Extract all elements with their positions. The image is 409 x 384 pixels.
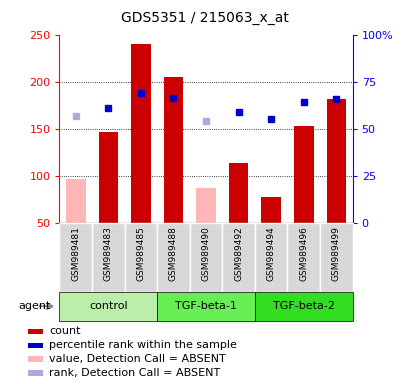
Bar — [157, 292, 254, 321]
Bar — [293, 126, 313, 223]
Text: GSM989492: GSM989492 — [234, 227, 243, 281]
Bar — [28, 371, 43, 376]
Bar — [163, 77, 183, 223]
Bar — [157, 223, 189, 292]
Bar — [326, 99, 345, 223]
Bar — [28, 329, 43, 334]
Bar — [189, 223, 222, 292]
Text: GSM989494: GSM989494 — [266, 227, 275, 281]
Text: GSM989483: GSM989483 — [103, 227, 112, 281]
Bar — [254, 292, 352, 321]
Text: rank, Detection Call = ABSENT: rank, Detection Call = ABSENT — [49, 368, 220, 378]
Bar — [28, 356, 43, 362]
Bar — [59, 223, 92, 292]
Text: GSM989499: GSM989499 — [331, 227, 340, 281]
Text: GDS5351 / 215063_x_at: GDS5351 / 215063_x_at — [121, 11, 288, 25]
Text: GSM989488: GSM989488 — [169, 227, 178, 281]
Bar — [66, 179, 85, 223]
Bar — [254, 223, 287, 292]
Text: TGF-beta-2: TGF-beta-2 — [272, 301, 334, 311]
Bar — [261, 197, 280, 223]
Text: GSM989490: GSM989490 — [201, 227, 210, 281]
Text: percentile rank within the sample: percentile rank within the sample — [49, 340, 236, 350]
Text: count: count — [49, 326, 81, 336]
Bar — [319, 223, 352, 292]
Text: value, Detection Call = ABSENT: value, Detection Call = ABSENT — [49, 354, 225, 364]
Text: GSM989496: GSM989496 — [299, 227, 308, 281]
Bar — [287, 223, 319, 292]
Text: agent: agent — [19, 301, 51, 311]
Text: GSM989481: GSM989481 — [71, 227, 80, 281]
Text: control: control — [89, 301, 127, 311]
Bar — [98, 132, 118, 223]
Text: GSM989485: GSM989485 — [136, 227, 145, 281]
Bar — [28, 343, 43, 348]
Bar — [124, 223, 157, 292]
Bar — [92, 223, 124, 292]
Bar — [228, 164, 248, 223]
Bar — [59, 292, 157, 321]
Bar — [131, 44, 150, 223]
Bar — [196, 188, 215, 223]
Text: TGF-beta-1: TGF-beta-1 — [175, 301, 236, 311]
Bar — [222, 223, 254, 292]
